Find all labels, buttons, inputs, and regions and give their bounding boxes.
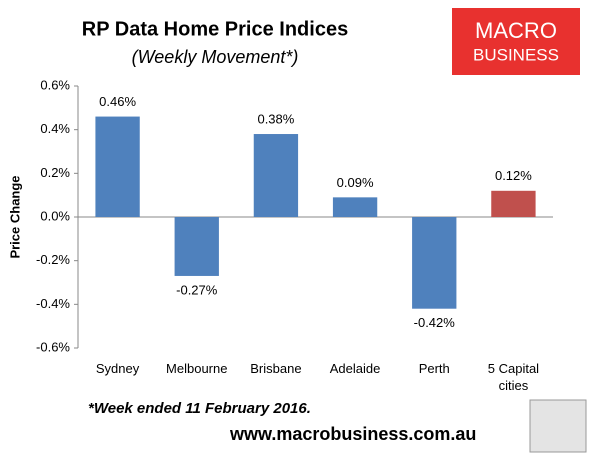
bar [95,116,140,217]
value-label: -0.42% [414,315,456,330]
y-tick-label: -0.4% [36,296,70,311]
logo-text: BUSINESS [473,45,559,64]
logo-text: MACRO [475,18,557,43]
y-axis-label: Price Change [7,175,22,258]
value-label: 0.12% [495,168,532,183]
x-tick-label: Melbourne [166,361,228,376]
y-tick-label: -0.2% [36,252,70,267]
chart-subtitle: (Weekly Movement*) [132,47,299,67]
y-tick-label: 0.6% [40,77,70,92]
y-tick-label: 0.2% [40,165,70,180]
value-label: 0.46% [99,94,136,109]
logo-box [452,8,580,75]
chart-title: RP Data Home Price Indices [82,18,348,40]
y-tick-label: 0.0% [40,208,70,223]
bar [491,190,536,217]
x-tick-label: 5 Capital cities [487,361,540,393]
source: www.macrobusiness.com.au [229,424,476,444]
y-tick-label: 0.4% [40,121,70,136]
bar [412,217,457,309]
value-label: 0.38% [257,111,294,126]
y-tick-label: -0.6% [36,339,70,354]
mascot [529,399,587,453]
bar [332,197,378,217]
value-label: -0.27% [176,282,218,297]
x-tick-label: Perth [418,361,450,376]
x-tick-label: Brisbane [250,361,302,376]
bar [253,134,299,217]
x-tick-label: Sydney [95,361,140,376]
x-tick-label: Adelaide [329,361,381,376]
footnote: *Week ended 11 February 2016. [88,400,311,417]
bar [174,217,219,276]
value-label: 0.09% [337,175,374,190]
